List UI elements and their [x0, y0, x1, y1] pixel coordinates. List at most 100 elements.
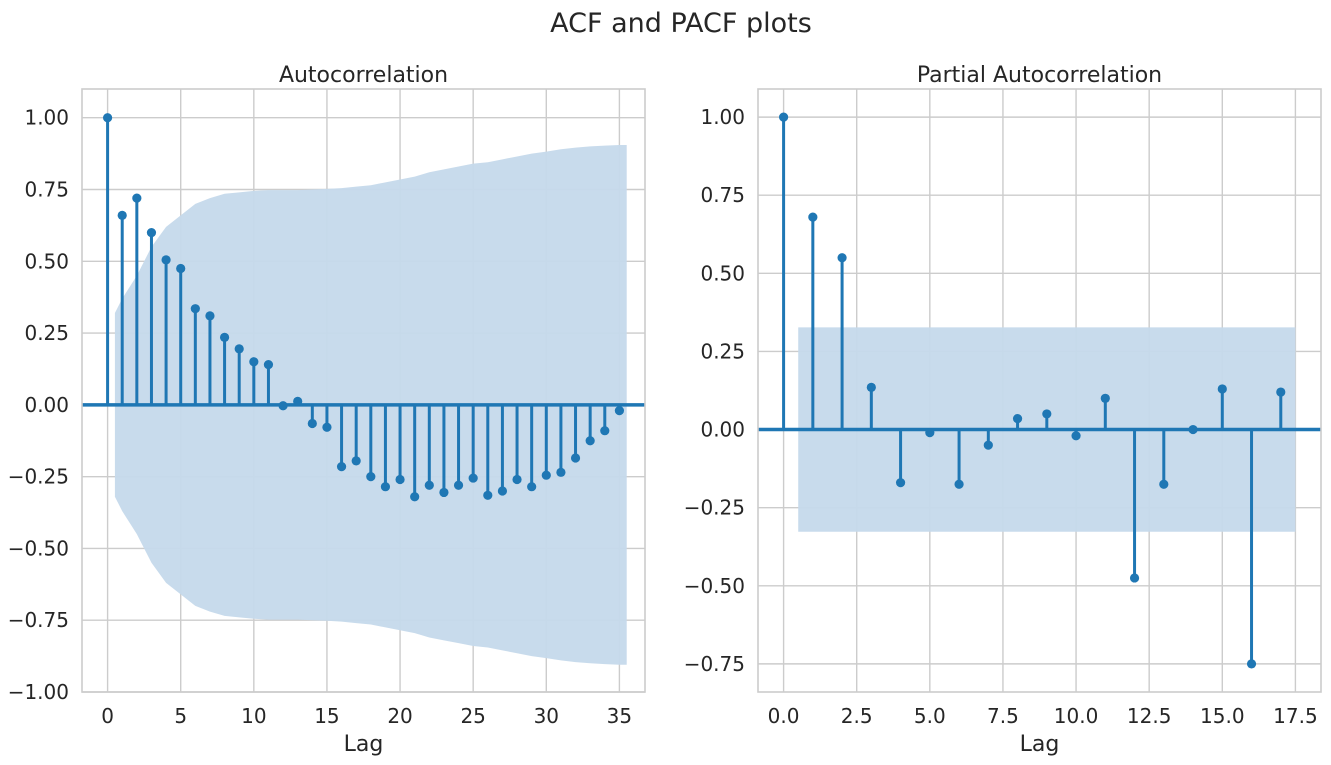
- acf-marker-lag-16: [336, 461, 347, 472]
- pacf-ytick-label: 0.00: [700, 418, 745, 442]
- pacf-marker-lag-8: [1012, 414, 1023, 424]
- pacf-ytick-label: −0.75: [684, 652, 745, 676]
- acf-marker-lag-23: [439, 487, 449, 498]
- acf-marker-lag-29: [527, 482, 537, 492]
- acf-marker-lag-17: [351, 456, 361, 466]
- acf-ytick-label: 0.50: [24, 249, 69, 273]
- acf-marker-lag-4: [161, 255, 171, 265]
- acf-marker-lag-13: [293, 396, 303, 407]
- acf-marker-lag-18: [366, 472, 376, 482]
- acf-marker-lag-28: [512, 474, 522, 485]
- acf-marker-lag-31: [556, 467, 566, 477]
- acf-marker-lag-14: [307, 418, 317, 429]
- pacf-ytick-label: −0.25: [684, 496, 745, 520]
- acf-xtick-label: 0: [101, 704, 114, 728]
- pacf-frame: [757, 88, 1322, 693]
- pacf-xtick-label: 17.5: [1273, 704, 1318, 728]
- pacf-tick-labels: 0.0 2.5 5.0 7.5 10.0 12.5 15.0 17.5 1.00 0.75 0.50…: [684, 105, 1318, 728]
- acf-marker-lag-26: [483, 490, 493, 500]
- acf-xtick-label: 30: [534, 704, 559, 728]
- pacf-marker-lag-6: [954, 479, 964, 489]
- pacf-ytick-label: 1.00: [700, 105, 745, 129]
- acf-marker-lag-9: [234, 344, 244, 354]
- figure-title: ACF and PACF plots: [550, 8, 812, 39]
- acf-panel: Autocorrelation Lag 0 5 10 15 20 25 30 35 1.00 0.…: [8, 63, 646, 757]
- acf-marker-lag-19: [380, 482, 391, 492]
- acf-stems: [102, 113, 625, 502]
- pacf-title: Partial Autocorrelation: [917, 63, 1162, 88]
- pacf-marker-lag-0: [778, 112, 789, 122]
- acf-xtick-label: 5: [174, 704, 187, 728]
- pacf-ytick-label: 0.75: [700, 183, 745, 207]
- acf-marker-lag-33: [585, 436, 595, 446]
- acf-xtick-label: 15: [314, 704, 339, 728]
- pacf-panel: Partial Autocorrelation Lag 0.0 2.5 5.0 7.5…: [684, 63, 1322, 757]
- pacf-ytick-label: 0.25: [700, 339, 745, 363]
- acf-marker-lag-0: [102, 113, 113, 123]
- pacf-xtick-label: 10.0: [1054, 704, 1099, 728]
- acf-ytick-label: 0.25: [24, 321, 69, 345]
- acf-marker-lag-35: [614, 406, 625, 416]
- acf-tick-labels: 0 5 10 15 20 25 30 35 1.00 0.75 0.50 0.25 0.00 −0.25 −…: [8, 106, 632, 728]
- acf-marker-lag-1: [117, 210, 127, 220]
- pacf-xtick-label: 12.5: [1127, 704, 1172, 728]
- pacf-marker-lag-15: [1217, 384, 1227, 394]
- acf-marker-lag-12: [278, 401, 288, 411]
- acf-xtick-label: 10: [241, 704, 266, 728]
- acf-marker-lag-5: [176, 263, 186, 274]
- acf-marker-lag-7: [205, 311, 215, 321]
- pacf-marker-lag-2: [837, 253, 847, 263]
- pacf-xtick-label: 2.5: [841, 704, 873, 728]
- pacf-marker-lag-16: [1246, 659, 1257, 669]
- acf-marker-lag-21: [410, 492, 420, 502]
- acf-marker-lag-20: [395, 474, 405, 485]
- pacf-marker-lag-11: [1100, 393, 1110, 403]
- acf-marker-lag-15: [322, 422, 332, 432]
- acf-ytick-label: −0.50: [8, 536, 69, 560]
- acf-marker-lag-32: [570, 453, 581, 463]
- acf-title: Autocorrelation: [279, 63, 448, 88]
- acf-marker-lag-3: [146, 227, 157, 238]
- acf-ytick-label: 0.00: [24, 393, 69, 417]
- acf-marker-lag-27: [497, 486, 508, 496]
- pacf-ytick-label: 0.50: [700, 261, 745, 285]
- pacf-ytick-label: −0.50: [684, 574, 745, 598]
- acf-frame: [81, 88, 646, 693]
- pacf-marker-lag-17: [1276, 387, 1286, 397]
- pacf-marker-lag-13: [1159, 479, 1169, 489]
- pacf-marker-lag-3: [866, 382, 876, 392]
- acf-marker-lag-25: [468, 473, 478, 483]
- acf-ytick-label: −1.00: [8, 680, 69, 704]
- acf-marker-lag-11: [263, 360, 274, 370]
- pacf-stems: [778, 112, 1286, 669]
- acf-xtick-label: 20: [387, 704, 412, 728]
- pacf-marker-lag-12: [1129, 573, 1140, 583]
- acf-marker-lag-22: [424, 480, 434, 490]
- pacf-marker-lag-10: [1071, 431, 1081, 441]
- acf-xtick-label: 25: [460, 704, 485, 728]
- acf-xtick-label: 35: [607, 704, 632, 728]
- acf-ytick-label: 0.75: [24, 178, 69, 202]
- pacf-xtick-label: 7.5: [987, 704, 1019, 728]
- pacf-xlabel: Lag: [1020, 732, 1060, 757]
- pacf-xtick-label: 0.0: [768, 704, 800, 728]
- pacf-marker-lag-5: [925, 428, 935, 438]
- pacf-xtick-label: 5.0: [914, 704, 946, 728]
- pacf-marker-lag-7: [983, 440, 993, 450]
- acf-marker-lag-2: [132, 193, 142, 203]
- pacf-marker-lag-14: [1188, 424, 1198, 435]
- acf-ytick-label: 1.00: [24, 106, 69, 130]
- acf-marker-lag-6: [190, 304, 200, 314]
- pacf-marker-lag-9: [1042, 409, 1052, 419]
- acf-marker-lag-30: [541, 470, 551, 480]
- acf-marker-lag-24: [453, 480, 464, 490]
- pacf-xtick-label: 15.0: [1200, 704, 1245, 728]
- acf-marker-lag-8: [219, 332, 230, 342]
- pacf-marker-lag-1: [808, 212, 818, 222]
- acf-ytick-label: −0.75: [8, 608, 69, 632]
- acf-marker-lag-10: [249, 357, 259, 367]
- acf-ytick-label: −0.25: [8, 465, 69, 489]
- acf-marker-lag-34: [600, 426, 610, 436]
